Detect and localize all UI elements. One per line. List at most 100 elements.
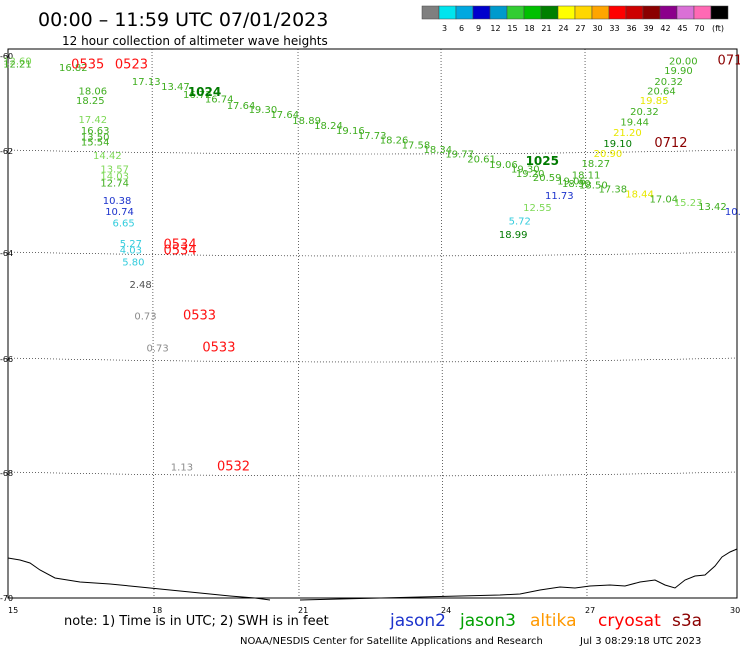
meridian-line xyxy=(297,48,300,599)
lon-label: 15 xyxy=(8,606,18,615)
swh-value-label: 20.61 xyxy=(467,155,496,166)
legend-cryosat: cryosat xyxy=(598,611,661,631)
swh-value-label: 19.06 xyxy=(489,160,518,171)
scale-swatch xyxy=(710,5,729,20)
swh-value-label: 4.03 xyxy=(120,245,142,256)
swh-value-label: 5.72 xyxy=(509,216,531,227)
credit-line: NOAA/NESDIS Center for Satellite Applica… xyxy=(240,636,543,647)
swh-value-label: 19.30 xyxy=(249,105,278,116)
jason3-north-track: 20.0019.9020.3220.6419.8520.3219.4421.20… xyxy=(499,57,698,241)
swh-value-label: 16.63 xyxy=(81,126,110,137)
swh-value-label: 20.90 xyxy=(594,149,623,160)
swh-value-label: 14.03 xyxy=(100,172,129,183)
pass-time-label: 0533 xyxy=(202,340,235,355)
swh-value-label: 12.60 xyxy=(3,57,32,68)
swh-value-label: 14.42 xyxy=(93,151,122,162)
lat-label: -62 xyxy=(0,147,13,156)
footnote: note: 1) Time is in UTC; 2) SWH is in fe… xyxy=(64,614,329,629)
scale-label: 70 xyxy=(694,24,704,33)
swh-value-label: 18.99 xyxy=(499,230,528,241)
swh-value-label: 19.85 xyxy=(640,96,669,107)
legend-jason2: jason2 xyxy=(389,611,446,631)
swh-value-label: 0.73 xyxy=(134,312,156,323)
scale-swatch xyxy=(642,5,661,20)
swh-value-label: 18.24 xyxy=(314,121,343,132)
pass-time-label: 0534 xyxy=(164,237,197,252)
swh-value-label: 1.13 xyxy=(171,462,193,473)
scale-label: 18 xyxy=(524,24,534,33)
scale-swatch xyxy=(421,5,440,20)
pass-time-label: 0532 xyxy=(217,459,250,474)
swh-value-label: 16.82 xyxy=(59,63,88,74)
swh-value-label: 18.50 xyxy=(579,181,608,192)
scale-label: 27 xyxy=(575,24,585,33)
scale-swatch xyxy=(438,5,457,20)
swh-value-label: 19.44 xyxy=(620,118,649,129)
swh-value-label: 5.27 xyxy=(120,239,142,250)
legend-altika: altika xyxy=(530,611,577,631)
swh-value-label: 18.26 xyxy=(380,136,409,147)
lon-label: 27 xyxy=(585,606,595,615)
swh-value-label: 15.23 xyxy=(674,198,703,209)
scale-label: 39 xyxy=(643,24,653,33)
swh-color-scale: 3 6 9 12 15 18 21 24 27 30 33 36 39 42 45 70 xyxy=(421,5,729,33)
swh-value-label: 20.32 xyxy=(654,77,683,88)
parallel-line xyxy=(7,357,738,363)
swh-value-label: 21.20 xyxy=(613,128,642,139)
satellite-legend: jason2 jason3 altika cryosat s3a xyxy=(389,611,702,631)
scale-swatch xyxy=(489,5,508,20)
lon-label: 24 xyxy=(441,606,451,615)
swh-value-label: 18.11 xyxy=(572,170,601,181)
pass-time-label: 0523 xyxy=(115,58,148,73)
swh-value-label: 2.48 xyxy=(130,280,152,291)
scale-swatch xyxy=(472,5,491,20)
legend-jason3: jason3 xyxy=(459,611,516,631)
swh-value-label: 17.38 xyxy=(598,184,627,195)
scale-swatch xyxy=(523,5,542,20)
scale-swatch xyxy=(659,5,678,20)
swh-value-label: 19.77 xyxy=(445,150,474,161)
swh-value-label: 18.06 xyxy=(78,87,107,98)
swh-value-label: 0.73 xyxy=(147,343,169,354)
scale-label: 6 xyxy=(459,24,464,33)
swh-value-label: 20.59 xyxy=(533,173,562,184)
legend-s3a: s3a xyxy=(672,611,702,631)
swh-value-label: 17.58 xyxy=(402,140,431,151)
swh-value-label: 13.57 xyxy=(100,164,129,175)
lat-label: -68 xyxy=(0,469,13,478)
parallel-line xyxy=(7,149,738,155)
scale-label: 9 xyxy=(476,24,481,33)
scale-label: 3 xyxy=(442,24,447,33)
swh-value-label: 11.73 xyxy=(545,191,574,202)
swh-value-label: 16.72 xyxy=(183,90,212,101)
pass-time-label: 0534 xyxy=(164,243,197,258)
meridian-line xyxy=(440,48,444,599)
scale-unit: (ft) xyxy=(712,24,724,33)
swh-value-label: 17.64 xyxy=(270,110,299,121)
swh-value-label: 13.50 xyxy=(81,133,110,144)
swh-value-label: 17.64 xyxy=(227,101,256,112)
scale-label: 12 xyxy=(490,24,500,33)
swh-value-label: 19.20 xyxy=(516,169,545,180)
scale-swatch xyxy=(591,5,610,20)
swh-value-label: 12.74 xyxy=(100,179,129,190)
scale-swatch xyxy=(540,5,559,20)
pass-time-label: 0712 xyxy=(654,136,687,151)
scale-swatch xyxy=(625,5,644,20)
pass-time-label: 0533 xyxy=(183,309,216,324)
swh-value-label: 13.47 xyxy=(161,82,190,93)
swh-value-label: 12.21 xyxy=(3,60,32,71)
scale-label: 33 xyxy=(609,24,619,33)
lon-label: 21 xyxy=(298,606,308,615)
lat-label: -64 xyxy=(0,249,13,258)
parallel-line xyxy=(7,251,738,257)
swh-value-label: 18.25 xyxy=(76,96,105,107)
scale-swatch xyxy=(676,5,695,20)
scale-swatch xyxy=(506,5,525,20)
lat-label: -70 xyxy=(0,594,13,603)
